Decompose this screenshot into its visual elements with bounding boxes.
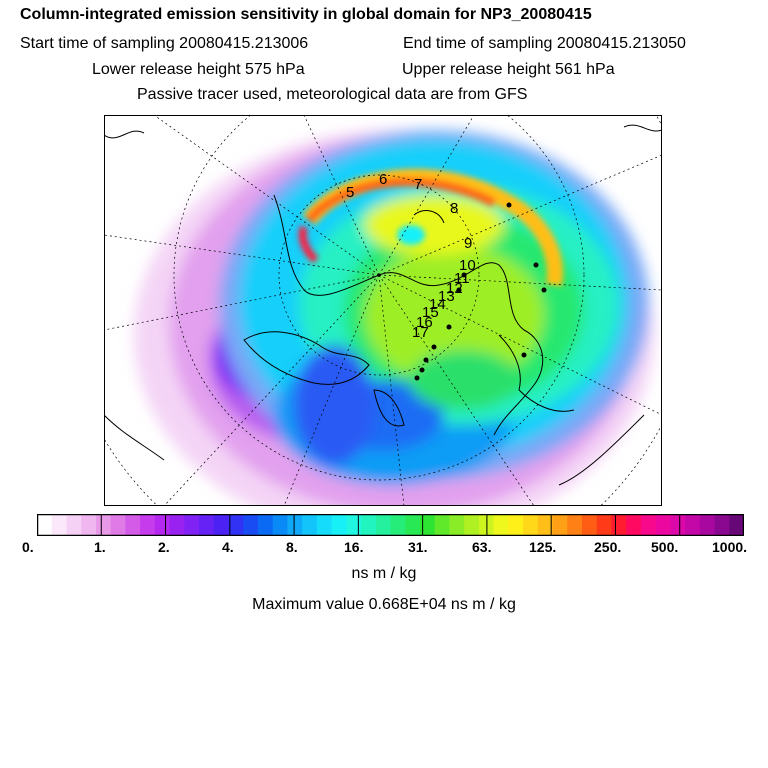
graticule (104, 115, 662, 506)
colorbar-swatch (390, 514, 406, 536)
colorbar-swatch (243, 514, 259, 536)
colorbar-frame (36, 513, 745, 537)
colorbar (36, 513, 745, 537)
colorbar-swatch (611, 514, 627, 536)
colorbar-swatch (581, 514, 598, 536)
trajectory-label: 16 (416, 314, 433, 331)
trajectory-label: 9 (464, 235, 472, 252)
colorbar-swatch (361, 514, 377, 536)
colorbar-swatch (714, 514, 730, 536)
colorbar-tick-label: 125. (529, 539, 557, 555)
colorbar-swatch (375, 514, 392, 536)
colorbar-swatch (419, 514, 436, 536)
colorbar-swatch (213, 514, 230, 536)
colorbar-units: ns m / kg (351, 565, 417, 582)
colorbar-swatch (567, 514, 583, 536)
colorbar-tick-label: 250. (594, 539, 622, 555)
colorbar-tick-label: 500. (651, 539, 679, 555)
trajectory-label: 8 (450, 200, 458, 217)
colorbar-swatch (51, 514, 68, 536)
colorbar-swatch (287, 514, 303, 536)
colorbar-swatch (626, 514, 642, 536)
colorbar-tick-label: 31. (408, 539, 428, 555)
trajectory-label: 10 (459, 257, 476, 274)
trajectory-labels: 5 6 7 8 9 10 11 12 13 14 15 16 17 (346, 171, 476, 341)
trajectory-label: 13 (438, 288, 455, 305)
trajectory-label: 14 (429, 296, 446, 313)
tracer-note: Passive tracer used, meteorological data… (137, 86, 528, 103)
colorbar-swatch (184, 514, 200, 536)
map-svg: 5 6 7 8 9 10 11 12 13 14 15 16 17 (104, 115, 662, 506)
colorbar-swatch (81, 514, 97, 536)
map-frame (104, 115, 662, 506)
colorbar-tick-label: 1000. (712, 539, 748, 555)
colorbar-swatch (302, 514, 318, 536)
trajectory-label: 15 (422, 304, 439, 321)
maximum-value-label: Maximum value 0.668E+04 ns m / kg (252, 596, 516, 613)
colorbar-swatch (508, 514, 524, 536)
colorbar-swatch (272, 514, 288, 536)
colorbar-swatch (346, 514, 362, 536)
colorbar-swatch (640, 514, 657, 536)
colorbar-swatch (169, 514, 185, 536)
colorbar-tick-label: 2. (158, 539, 170, 555)
colorbar-tick-label: 16. (344, 539, 364, 555)
colorbar-tick-label: 4. (222, 539, 234, 555)
colorbar-swatch (316, 514, 333, 536)
colorbar-swatch (685, 514, 701, 536)
end-time-label: End time of sampling 20080415.213050 (403, 35, 686, 52)
lower-release-label: Lower release height 575 hPa (92, 61, 305, 78)
start-time-label: Start time of sampling 20080415.213006 (20, 35, 309, 52)
colorbar-swatch (95, 514, 112, 536)
trajectory-markers (414, 202, 547, 381)
colorbar-tick-label: 1. (94, 539, 106, 555)
colorbar-swatch (110, 514, 126, 536)
colorbar-swatch (331, 514, 347, 536)
trajectory-label: 6 (379, 171, 387, 188)
colorbar-swatch (154, 514, 171, 536)
colorbar-tick-label: 8. (286, 539, 298, 555)
trajectory-label: 5 (346, 184, 354, 201)
plot-title: Column-integrated emission sensitivity i… (20, 6, 592, 23)
colorbar-swatch (228, 514, 244, 536)
colorbar-swatch (493, 514, 509, 536)
colorbar-swatch (66, 514, 82, 536)
sensitivity-field (134, 130, 654, 506)
trajectory-label: 11 (454, 270, 470, 287)
colorbar-swatch (729, 514, 745, 536)
colorbar-swatch (523, 514, 539, 536)
colorbar-swatch (405, 514, 421, 536)
trajectory-label: 17 (412, 324, 429, 341)
colorbar-swatch (37, 514, 53, 536)
colorbar-tick-label: 0. (22, 539, 34, 555)
colorbar-svg (36, 513, 745, 537)
colorbar-swatch (125, 514, 141, 536)
colorbar-swatch (449, 514, 465, 536)
colorbar-swatch (596, 514, 613, 536)
colorbar-swatch (699, 514, 716, 536)
colorbar-tick-label: 63. (472, 539, 492, 555)
colorbar-swatch (655, 514, 671, 536)
colorbar-swatch (434, 514, 451, 536)
colorbar-swatch (257, 514, 274, 536)
trajectory-label: 7 (414, 176, 422, 193)
colorbar-swatch (199, 514, 215, 536)
trajectory-label: 12 (446, 280, 463, 297)
colorbar-swatch (140, 514, 156, 536)
colorbar-swatch (464, 514, 480, 536)
upper-release-label: Upper release height 561 hPa (402, 61, 615, 78)
colorbar-swatch (552, 514, 568, 536)
sensitivity-map: 5 6 7 8 9 10 11 12 13 14 15 16 17 (104, 115, 662, 506)
colorbar-swatch (670, 514, 686, 536)
colorbar-swatch (537, 514, 554, 536)
